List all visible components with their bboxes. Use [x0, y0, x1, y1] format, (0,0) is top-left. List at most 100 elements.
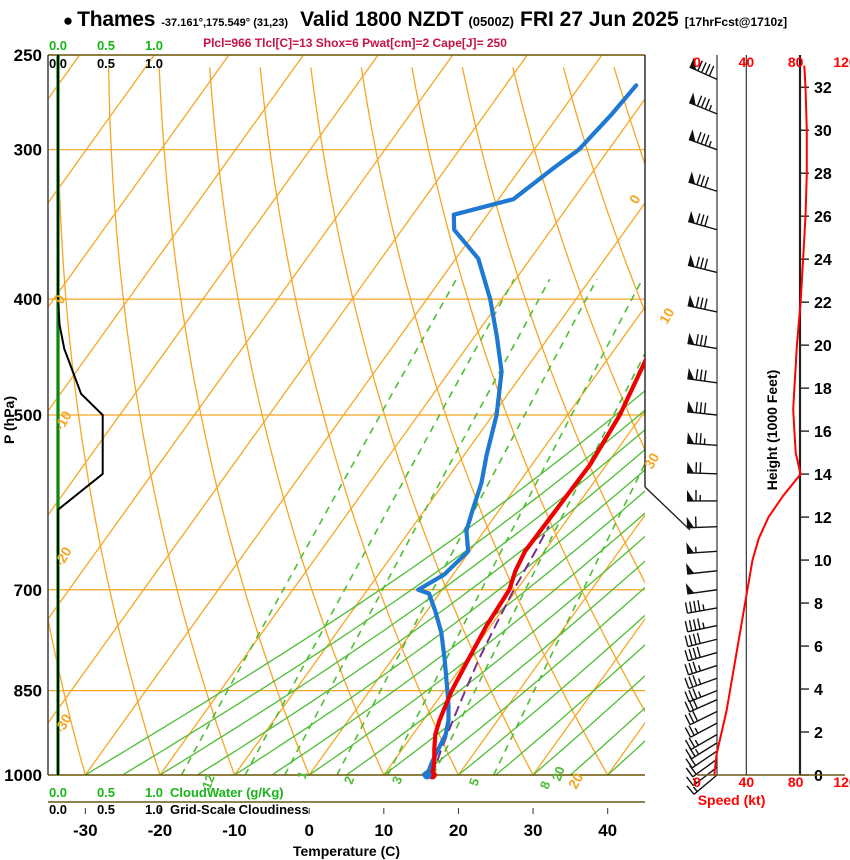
wind-barb-full [700, 133, 706, 145]
temperature-tick-label: 0 [304, 821, 313, 840]
title-bar: ● Thames -37.161°,175.549° (31,23) Valid… [0, 8, 850, 36]
cloudiness-tick-bottom: 1.0 [145, 802, 163, 817]
speed-tick-top: 40 [739, 54, 755, 70]
wind-barb-shaft [687, 624, 718, 633]
isotherm-value-label: -20 [51, 544, 75, 570]
speed-tick-top: 80 [788, 54, 804, 70]
wind-barb-shaft [687, 607, 718, 614]
wind-barb-shaft [693, 774, 718, 795]
wind-barb-full [697, 60, 703, 72]
wind-barb-full [697, 600, 701, 612]
wind-barb-flag [687, 294, 695, 308]
wind-barb-half [708, 104, 713, 111]
isotherm-value-label: -10 [51, 408, 75, 434]
dry-adiabat-line [310, 67, 534, 775]
wind-barb-flag [689, 92, 696, 106]
wind-barb-full [684, 739, 692, 750]
wind-barb-full [699, 369, 703, 381]
pressure-tick-label: 850 [14, 682, 42, 701]
wind-barb-flag [688, 129, 696, 142]
speed-tick-top: 120 [833, 54, 850, 70]
height-tick-label: 0 [814, 768, 823, 785]
wind-barb-full [684, 701, 691, 713]
wind-barb-full [688, 620, 693, 632]
wind-barb-shaft [687, 305, 718, 313]
dry-adiabat-line [48, 616, 86, 775]
cloudwater-legend-label: CloudWater (g/Kg) [170, 785, 284, 800]
wind-barb-flag [687, 489, 694, 501]
wind-barb-shaft [686, 472, 718, 475]
wind-barb-full [686, 776, 694, 787]
wind-barb-shaft [688, 664, 718, 676]
temperature-tick-label: 10 [374, 821, 393, 840]
height-tick-label: 4 [814, 682, 823, 699]
pressure-tick-label: 400 [14, 290, 42, 309]
wind-barb-full [685, 767, 694, 778]
height-tick-label: 6 [814, 639, 823, 656]
temperature-tick-label: -20 [148, 821, 173, 840]
wind-barb-full [688, 725, 695, 736]
wind-barb-full [688, 662, 694, 674]
cloudiness-tick-top: 1.0 [145, 56, 163, 71]
wind-barb-shaft [689, 710, 718, 726]
wind-barb-shaft [687, 638, 718, 648]
wind-barb-half [697, 665, 702, 672]
dry-adiabat-line [259, 67, 459, 775]
wind-barb-full [703, 370, 707, 382]
valid-time-zulu: (0500Z) [468, 14, 514, 29]
isotherm-line [84, 55, 603, 775]
forecast-info: [17hrFcst@1710z] [684, 15, 788, 29]
height-tick-label: 14 [814, 467, 832, 484]
moist-adiabat-line [495, 644, 645, 775]
wind-barb-half [697, 678, 702, 685]
wind-barb-full [685, 749, 693, 760]
station-coordinates: -37.161°,175.549° [161, 17, 251, 29]
surface-dewpoint-marker [422, 770, 432, 780]
dry-adiabat-line [562, 67, 645, 314]
wind-barb-flag [687, 461, 695, 474]
wind-barb-shaft [687, 651, 718, 662]
speed-axis-label: Speed (kt) [698, 792, 766, 808]
dry-adiabat-line [411, 67, 645, 713]
wind-barb-full [704, 258, 709, 270]
moist-adiabat-line [234, 469, 645, 775]
frame-right-slant [644, 486, 691, 531]
wind-barb-full [697, 618, 701, 630]
wind-barb-full [708, 65, 715, 77]
wind-barb-shaft [692, 766, 718, 787]
cloudwater-tick-bottom: 1.0 [145, 785, 163, 800]
wind-barb-flag [689, 57, 696, 70]
height-tick-label: 16 [814, 424, 832, 441]
wind-barb-half [694, 727, 699, 734]
wind-barb-full [688, 601, 693, 613]
wind-barb-half [697, 691, 702, 698]
height-tick-label: 18 [814, 381, 832, 398]
pressure-tick-label: 250 [14, 46, 42, 65]
isotherm-value-label: 30 [641, 450, 663, 472]
height-tick-label: 20 [814, 338, 832, 355]
wind-barb-full [688, 676, 694, 688]
speed-tick-bottom: 40 [739, 774, 755, 790]
cloudwater-tick-top: 0.0 [49, 38, 67, 53]
pressure-tick-label: 300 [14, 141, 42, 160]
valid-time: Valid 1800 NZDT [300, 8, 464, 31]
moist-adiabat-line [383, 560, 645, 775]
moist-adiabat-line [271, 490, 645, 775]
axis-labels: 250 300 400 500 700 850 1000 P (hPa) -30 -20 -10 0 1… [1, 46, 617, 859]
mixing-ratio-label: 8 [537, 779, 554, 791]
wind-barb-flag [687, 332, 695, 345]
mixing-ratio-label: 3 [389, 774, 406, 786]
height-tick-label: 12 [814, 510, 832, 527]
plot-frame [47, 54, 691, 776]
cloudiness-tick-bottom: 0.0 [49, 802, 67, 817]
wind-barb-full [696, 174, 702, 185]
isotherm-line [48, 55, 454, 621]
wind-speed-profile [713, 65, 808, 776]
wind-barb-full [700, 214, 705, 226]
wind-barb-flag [687, 400, 695, 413]
wind-barb-full [688, 634, 693, 646]
wind-barb-half [702, 622, 705, 629]
mixing-ratio-labels: 1 2 3 5 812 20 [199, 764, 568, 791]
dewpoint-profile [416, 83, 639, 775]
wind-barb-full [699, 334, 704, 346]
